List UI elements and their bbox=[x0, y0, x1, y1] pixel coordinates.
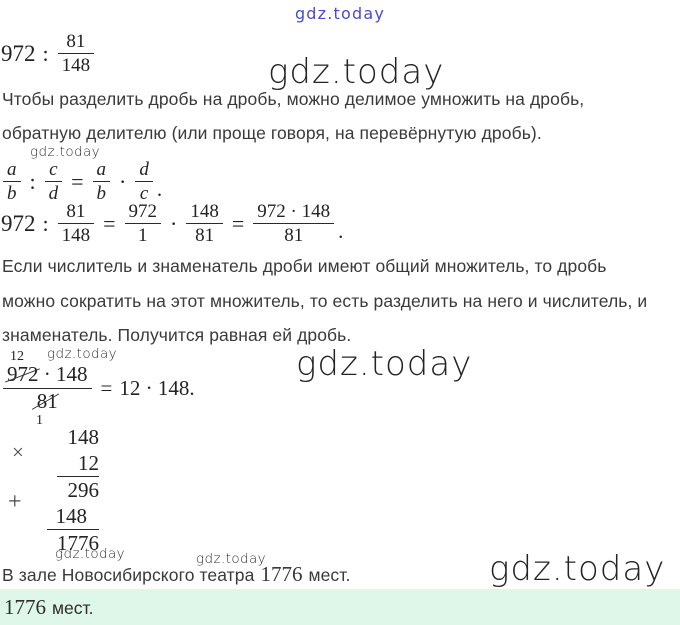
problem-dividend: 972 bbox=[1, 40, 36, 66]
watermark-small-3: gdz.today bbox=[55, 546, 126, 562]
var-b: b bbox=[96, 183, 107, 205]
explanation-line: обратную делителю (или проще говоря, на … bbox=[2, 123, 542, 143]
division-colon: : bbox=[29, 168, 36, 194]
period: . bbox=[156, 177, 163, 202]
fraction-numerator: 972 bbox=[128, 201, 158, 222]
problem-expression: 972 : 81 148 bbox=[1, 31, 96, 77]
conclusion-number: 1776 bbox=[260, 562, 303, 586]
fraction-bar bbox=[44, 181, 63, 183]
fraction-bar bbox=[92, 181, 111, 183]
period: . bbox=[338, 219, 344, 244]
answer-text: 1776 мест. bbox=[0, 595, 93, 620]
explanation-line: Чтобы разделить дробь на дробь, можно де… bbox=[2, 89, 585, 109]
answer-suffix: мест. bbox=[52, 597, 94, 618]
cancellation-formula: 972 · 148 81 = 12 · 148. bbox=[1, 362, 195, 414]
fraction-bar bbox=[57, 53, 95, 55]
fraction-numerator: 972 · 148 bbox=[3, 362, 92, 387]
cancel-result: 12 · 148. bbox=[119, 375, 195, 400]
multiply-dot: · bbox=[170, 210, 178, 236]
watermark-small-4: gdz.today bbox=[196, 551, 267, 567]
multiply-dot: · bbox=[119, 168, 127, 194]
division-colon: : bbox=[42, 210, 49, 236]
fraction-numerator: 148 bbox=[190, 201, 219, 222]
sum-line bbox=[47, 529, 99, 530]
explanation-line: можно сократить на этот множитель, то ес… bbox=[2, 291, 648, 311]
fraction-81-148: 81 148 bbox=[57, 201, 95, 247]
number-148: 148 bbox=[56, 362, 88, 386]
division-colon: : bbox=[42, 40, 49, 66]
times-sign: × bbox=[12, 440, 24, 464]
fraction-product-81: 972 · 148 81 bbox=[253, 201, 335, 247]
explanation-line: Если числитель и знаменатель дроби имеют… bbox=[2, 256, 607, 276]
rule-fraction-ab2: a b bbox=[92, 159, 111, 205]
equals-sign: = bbox=[71, 168, 84, 194]
product-row: 1776 bbox=[57, 531, 99, 555]
fraction-148-81: 148 81 bbox=[186, 201, 223, 247]
fraction-bar bbox=[3, 387, 92, 389]
watermark-large-2: gdz.today bbox=[296, 344, 473, 384]
multiplicand-row: 148 bbox=[67, 425, 100, 449]
conclusion-sentence: В зале Новосибирского театра 1776 мест. bbox=[2, 562, 350, 587]
equals-sign: = bbox=[100, 375, 113, 400]
watermark-small-1: gdz.today bbox=[30, 144, 101, 160]
rule-fraction-ab: a b bbox=[3, 159, 21, 205]
plus-sign: + bbox=[8, 489, 22, 515]
var-d: d bbox=[48, 183, 59, 205]
var-a: a bbox=[7, 159, 17, 180]
rule-fraction-cd: c d bbox=[44, 159, 63, 205]
fraction-denominator: 81 bbox=[195, 225, 215, 247]
fraction-denominator: 81 bbox=[31, 388, 62, 414]
fraction-bar bbox=[57, 223, 95, 225]
fraction-bar bbox=[3, 181, 21, 183]
fraction-denominator: 1 bbox=[138, 225, 148, 247]
answer-bar: 1776 мест. bbox=[0, 589, 680, 625]
multiplier-row: 12 bbox=[78, 451, 99, 475]
watermark-small-2: gdz.today bbox=[47, 346, 118, 362]
partial-product-row: 296 bbox=[67, 478, 100, 502]
worked-formula: 972 : 81 148 = 972 1 · 148 81 = 972 · 14… bbox=[1, 201, 343, 247]
var-c: c bbox=[139, 183, 149, 205]
explanation-line: знаменатель. Получится равная ей дробь. bbox=[2, 325, 352, 345]
var-a: a bbox=[96, 159, 107, 180]
answer-number: 1776 bbox=[4, 594, 46, 619]
number-972: 972 bbox=[7, 362, 39, 386]
rule-formula: a b : c d = a b · d c . bbox=[1, 159, 162, 205]
equals-sign: = bbox=[103, 210, 116, 236]
column-multiplication: 148 12 296 148 1776 bbox=[0, 424, 99, 556]
var-b: b bbox=[7, 183, 17, 205]
site-logo: gdz.today bbox=[294, 4, 386, 23]
var-c: c bbox=[49, 159, 58, 180]
fraction-numerator: 81 bbox=[66, 31, 86, 52]
number-81: 81 bbox=[36, 388, 58, 413]
fraction-denominator: 148 bbox=[61, 55, 91, 77]
fraction-bar bbox=[124, 223, 162, 225]
partial-product-row: 148 bbox=[55, 504, 88, 528]
multiplication-line bbox=[57, 476, 99, 477]
cancel-subscript: 1 bbox=[36, 413, 43, 428]
conclusion-suffix: мест. bbox=[308, 565, 351, 585]
watermark-large-3: gdz.today bbox=[489, 549, 666, 589]
var-d: d bbox=[139, 159, 149, 180]
fraction-denominator: 148 bbox=[61, 225, 91, 247]
fraction-972-1: 972 1 bbox=[124, 201, 162, 247]
watermark-large-1: gdz.today bbox=[268, 52, 445, 92]
cancel-fraction: 972 · 148 81 bbox=[3, 362, 92, 414]
dividend: 972 bbox=[1, 210, 36, 236]
cancelled-972: 972 bbox=[5, 362, 40, 387]
fraction-numerator: 972 · 148 bbox=[257, 201, 331, 222]
fraction-numerator: 81 bbox=[66, 201, 86, 222]
fraction-denominator: 81 bbox=[284, 225, 304, 247]
rule-fraction-dc: d c bbox=[135, 159, 153, 205]
conclusion-prefix: В зале Новосибирского театра bbox=[2, 565, 255, 585]
multiply-dot: · bbox=[43, 362, 51, 386]
fraction-bar bbox=[186, 223, 223, 225]
equals-sign: = bbox=[231, 210, 245, 236]
problem-fraction: 81 148 bbox=[57, 31, 95, 77]
fraction-bar bbox=[135, 181, 153, 183]
fraction-bar bbox=[253, 223, 335, 225]
cancelled-81: 81 bbox=[31, 388, 60, 414]
cancel-superscript: 12 bbox=[10, 349, 24, 364]
